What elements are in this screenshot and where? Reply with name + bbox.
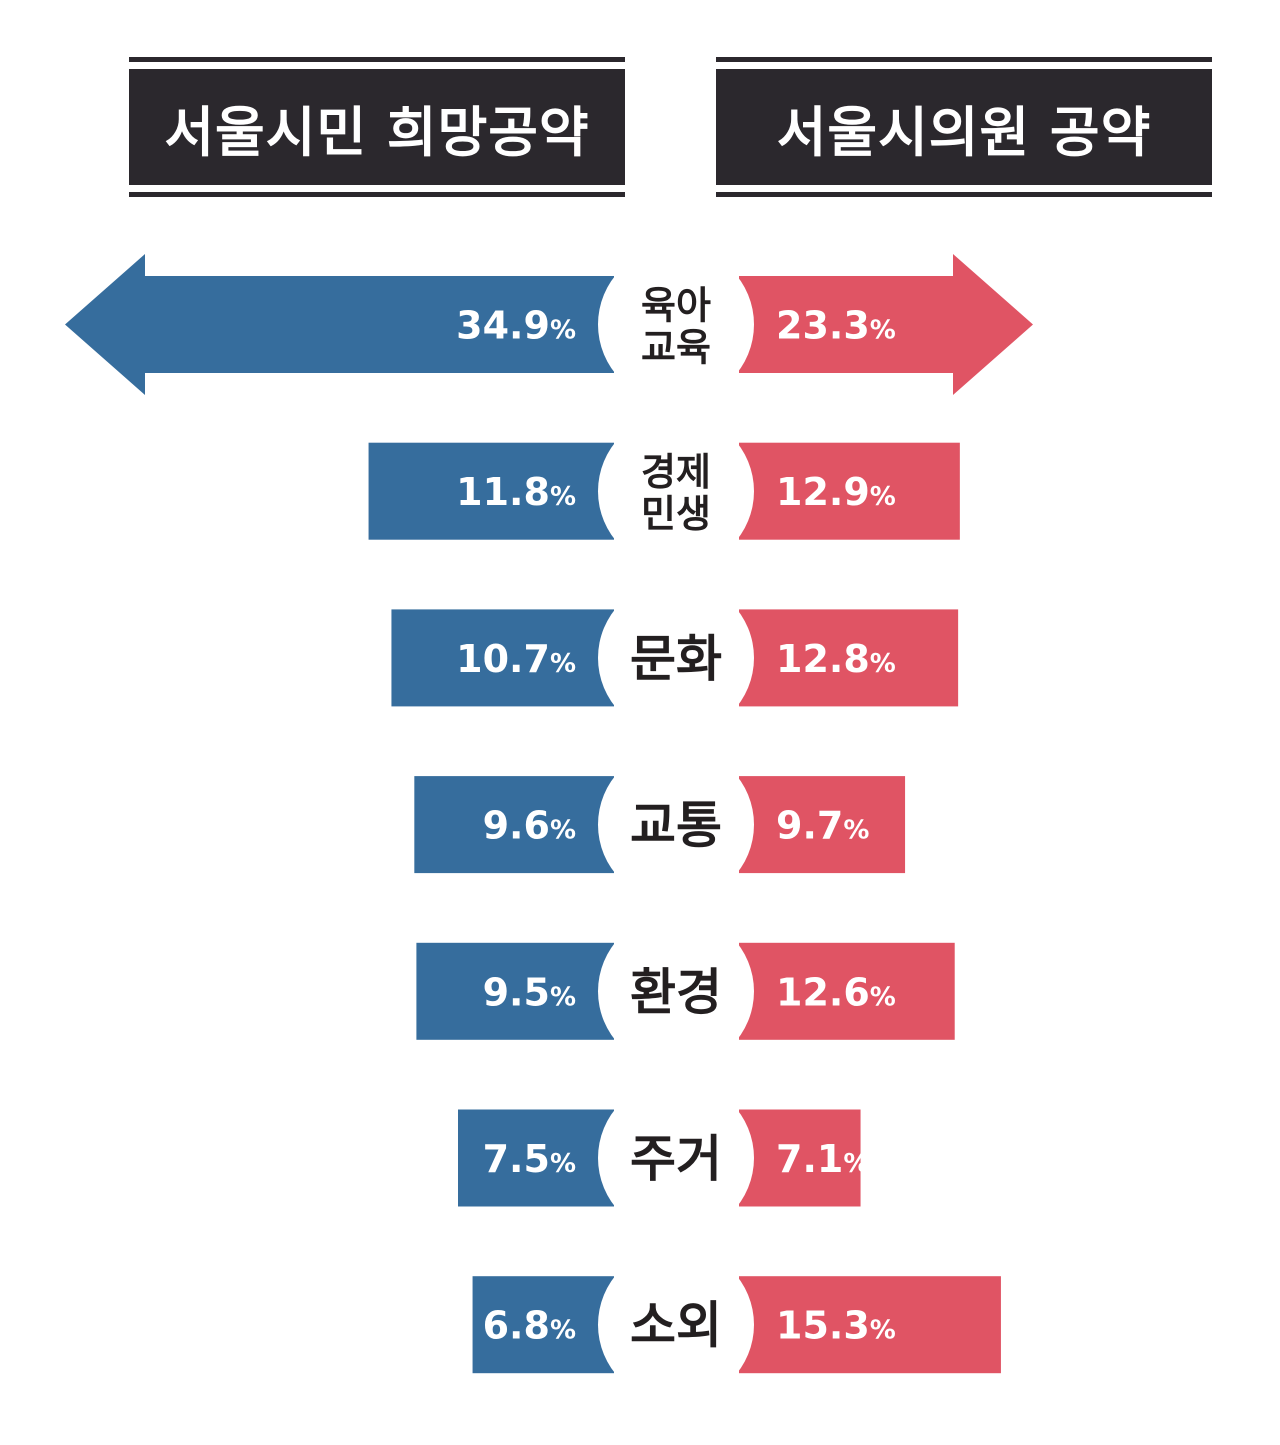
- header-citizen-pledges: 서울시민 희망공약: [129, 57, 625, 197]
- category-label: 교통: [630, 797, 722, 855]
- councilor-value-label: 12.8%: [776, 637, 896, 681]
- citizen-bar: [368, 442, 614, 540]
- councilor-bar: [739, 442, 960, 540]
- citizen-value-label: 9.5%: [483, 970, 576, 1014]
- citizen-bar: [458, 1109, 614, 1207]
- councilor-bar: [739, 1276, 1001, 1374]
- councilor-value-label: 7.1%: [776, 1137, 869, 1181]
- center-notch: [598, 413, 754, 570]
- category-label-line: 교육: [641, 326, 711, 370]
- citizen-value-label: 6.8%: [483, 1304, 576, 1348]
- header-title-left: 서울시민 희망공약: [129, 69, 625, 185]
- center-notch: [598, 246, 754, 403]
- citizen-value-label: 7.5%: [483, 1137, 576, 1181]
- councilor-value-label: 12.9%: [776, 470, 896, 514]
- councilor-value-label: 9.7%: [776, 804, 869, 848]
- category-label: 소외: [630, 1297, 722, 1355]
- center-notch: [598, 913, 754, 1070]
- citizen-bar: [391, 609, 614, 707]
- citizen-value-label: 10.7%: [456, 637, 576, 681]
- councilor-bar: [739, 776, 906, 874]
- citizen-bar: [416, 942, 614, 1040]
- citizen-bar-arrow: [65, 254, 614, 395]
- header-bottom-rule: [716, 192, 1212, 197]
- councilor-value-label: 12.6%: [776, 970, 896, 1014]
- category-label-line: 육아: [641, 284, 711, 328]
- citizen-bar: [472, 1276, 614, 1374]
- councilor-bar: [739, 609, 959, 707]
- header-councilor-pledges: 서울시의원 공약: [716, 57, 1212, 197]
- councilor-bar: [739, 1109, 861, 1207]
- center-notch: [598, 1080, 754, 1236]
- councilor-bar: [739, 942, 955, 1040]
- category-label: 환경: [630, 963, 722, 1021]
- header-title-right: 서울시의원 공약: [716, 69, 1212, 185]
- category-label-line: 민생: [641, 492, 711, 536]
- councilor-bar-arrow: [739, 254, 1033, 395]
- citizen-value-label: 11.8%: [456, 470, 576, 514]
- citizen-value-label: 34.9%: [456, 304, 576, 348]
- category-label-line: 경제: [641, 450, 711, 494]
- header-top-rule: [129, 57, 625, 62]
- center-notch: [598, 579, 754, 736]
- category-label: 문화: [630, 630, 722, 688]
- center-notch: [598, 746, 754, 903]
- citizen-value-label: 9.6%: [483, 804, 576, 848]
- councilor-value-label: 23.3%: [776, 304, 896, 348]
- header-bottom-rule: [129, 192, 625, 197]
- category-label: 주거: [630, 1130, 722, 1188]
- center-notch: [598, 1246, 754, 1403]
- header-top-rule: [716, 57, 1212, 62]
- councilor-value-label: 15.3%: [776, 1304, 896, 1348]
- citizen-bar: [414, 776, 614, 874]
